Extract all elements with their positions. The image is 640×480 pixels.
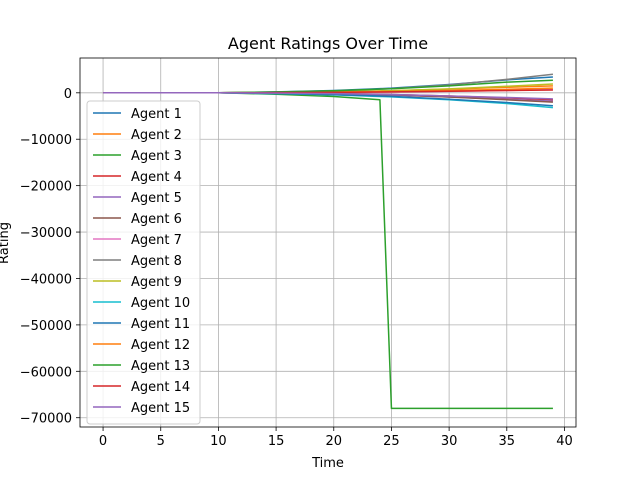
y-tick-label: −70000 [20,412,72,427]
legend-label: Agent 6 [131,212,182,227]
y-tick-label: −50000 [20,319,72,334]
axis-ticks: 0 5 10 15 20 25 30 35 40 0 −10000 −20000 −30000 −4000… [20,87,573,449]
y-tick-label: −30000 [20,226,72,241]
y-tick-label: −40000 [20,272,72,287]
legend-label: Agent 10 [131,296,190,311]
legend-label: Agent 8 [131,254,182,269]
y-axis-label: Rating [0,222,12,264]
y-tick-label: 0 [64,87,72,102]
series-lines [103,73,554,410]
x-tick-label: 5 [157,434,165,449]
x-tick-label: 15 [268,434,285,449]
legend-label: Agent 11 [131,317,190,332]
legend-label: Agent 9 [131,275,182,290]
chart-title: Agent Ratings Over Time [228,34,428,53]
legend-label: Agent 14 [131,380,190,395]
y-tick-label: −60000 [20,365,72,380]
legend-label: Agent 3 [131,149,182,164]
x-tick-label: 0 [99,434,107,449]
x-tick-label: 25 [383,434,400,449]
legend-label: Agent 15 [131,401,190,416]
legend: Agent 1 Agent 2 Agent 3 Agent 4 Agent 5 Agent… [86,100,201,425]
legend-label: Agent 4 [131,170,182,185]
legend-label: Agent 1 [131,107,182,122]
series-line-agent-15 [103,92,553,100]
legend-label: Agent 12 [131,338,190,353]
legend-label: Agent 5 [131,191,182,206]
x-tick-label: 10 [210,434,227,449]
y-tick-label: −20000 [20,180,72,195]
y-tick-label: −10000 [20,133,72,148]
legend-label: Agent 2 [131,128,182,143]
x-tick-label: 35 [499,434,516,449]
legend-label: Agent 13 [131,359,190,374]
legend-label: Agent 7 [131,233,182,248]
x-axis-label: Time [311,456,344,471]
x-tick-label: 30 [441,434,458,449]
x-tick-label: 40 [556,434,573,449]
x-tick-label: 20 [325,434,342,449]
plot-frame [79,57,577,428]
